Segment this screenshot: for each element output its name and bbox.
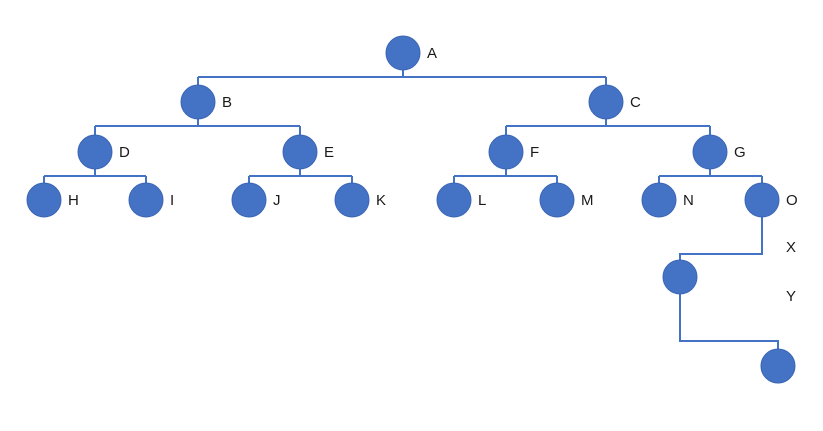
node-circle <box>26 182 62 218</box>
nodes-layer: A B C D E F G H I J K L M N O <box>26 35 798 384</box>
edge-g <box>658 169 763 183</box>
node-label: M <box>581 192 594 209</box>
edge-d <box>43 169 147 183</box>
node-label: I <box>170 192 174 209</box>
node-label: K <box>376 192 386 209</box>
node-label: B <box>222 94 232 111</box>
node-circle <box>282 134 318 170</box>
tree-node-y-node <box>760 348 796 384</box>
tree-node-g: G <box>692 134 746 170</box>
node-circle <box>641 182 677 218</box>
node-label: L <box>478 192 486 209</box>
edge-e <box>248 169 353 183</box>
tree-node-j: J <box>231 182 281 218</box>
tree-node-x-node <box>662 259 698 295</box>
y-label: Y <box>786 288 797 305</box>
node-circle <box>692 134 728 170</box>
tree-node-k: K <box>334 182 386 218</box>
node-circle <box>760 348 796 384</box>
node-circle <box>231 182 267 218</box>
node-label: D <box>119 144 130 161</box>
node-circle <box>128 182 164 218</box>
tree-node-b: B <box>180 84 232 120</box>
node-label: C <box>630 94 641 111</box>
tree-node-c: C <box>588 84 641 120</box>
tree-node-h: H <box>26 182 79 218</box>
node-circle <box>662 259 698 295</box>
node-label: F <box>530 144 539 161</box>
edge-b <box>94 119 301 135</box>
tree-node-f: F <box>488 134 539 170</box>
node-circle <box>744 182 780 218</box>
node-circle <box>539 182 575 218</box>
x-label: X <box>786 239 797 256</box>
tree-node-i: I <box>128 182 174 218</box>
node-label: N <box>683 192 694 209</box>
edge-a <box>197 70 607 85</box>
node-circle <box>488 134 524 170</box>
edge-x-to-y <box>679 294 779 349</box>
tree-node-o: O <box>744 182 798 218</box>
node-label: J <box>273 192 281 209</box>
edge-c <box>505 119 711 135</box>
edge-f <box>453 169 558 183</box>
node-label: G <box>734 144 746 161</box>
node-label: H <box>68 192 79 209</box>
tree-node-l: L <box>436 182 486 218</box>
node-label: A <box>427 45 437 62</box>
node-circle <box>77 134 113 170</box>
node-circle <box>436 182 472 218</box>
edges-layer <box>43 70 779 349</box>
node-label: E <box>324 144 334 161</box>
tree-node-a: A <box>385 35 437 71</box>
node-circle <box>334 182 370 218</box>
tree-node-e: E <box>282 134 334 170</box>
node-circle <box>385 35 421 71</box>
edge-o-to-x <box>679 217 763 260</box>
node-label: O <box>786 192 798 209</box>
tree-node-n: N <box>641 182 694 218</box>
node-circle <box>588 84 624 120</box>
tree-node-m: M <box>539 182 594 218</box>
node-circle <box>180 84 216 120</box>
tree-node-d: D <box>77 134 130 170</box>
